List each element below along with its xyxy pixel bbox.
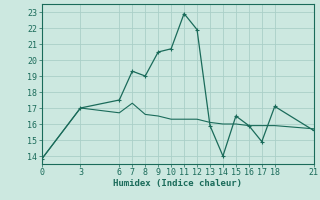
X-axis label: Humidex (Indice chaleur): Humidex (Indice chaleur) [113,179,242,188]
